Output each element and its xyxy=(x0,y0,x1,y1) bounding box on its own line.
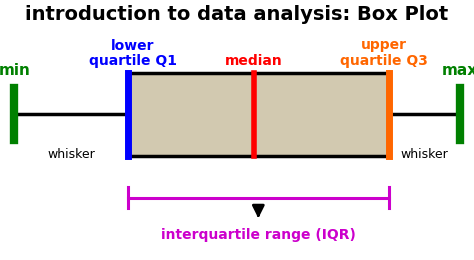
Text: whisker: whisker xyxy=(47,148,95,161)
Text: median: median xyxy=(225,54,283,68)
Text: interquartile range (IQR): interquartile range (IQR) xyxy=(161,228,356,242)
Text: lower
quartile Q1: lower quartile Q1 xyxy=(89,38,177,68)
Bar xyxy=(128,73,389,156)
Text: upper
quartile Q3: upper quartile Q3 xyxy=(340,38,428,68)
Text: whisker: whisker xyxy=(401,148,448,161)
Text: max: max xyxy=(442,63,474,78)
Text: min: min xyxy=(0,63,30,78)
Text: introduction to data analysis: Box Plot: introduction to data analysis: Box Plot xyxy=(26,5,448,24)
